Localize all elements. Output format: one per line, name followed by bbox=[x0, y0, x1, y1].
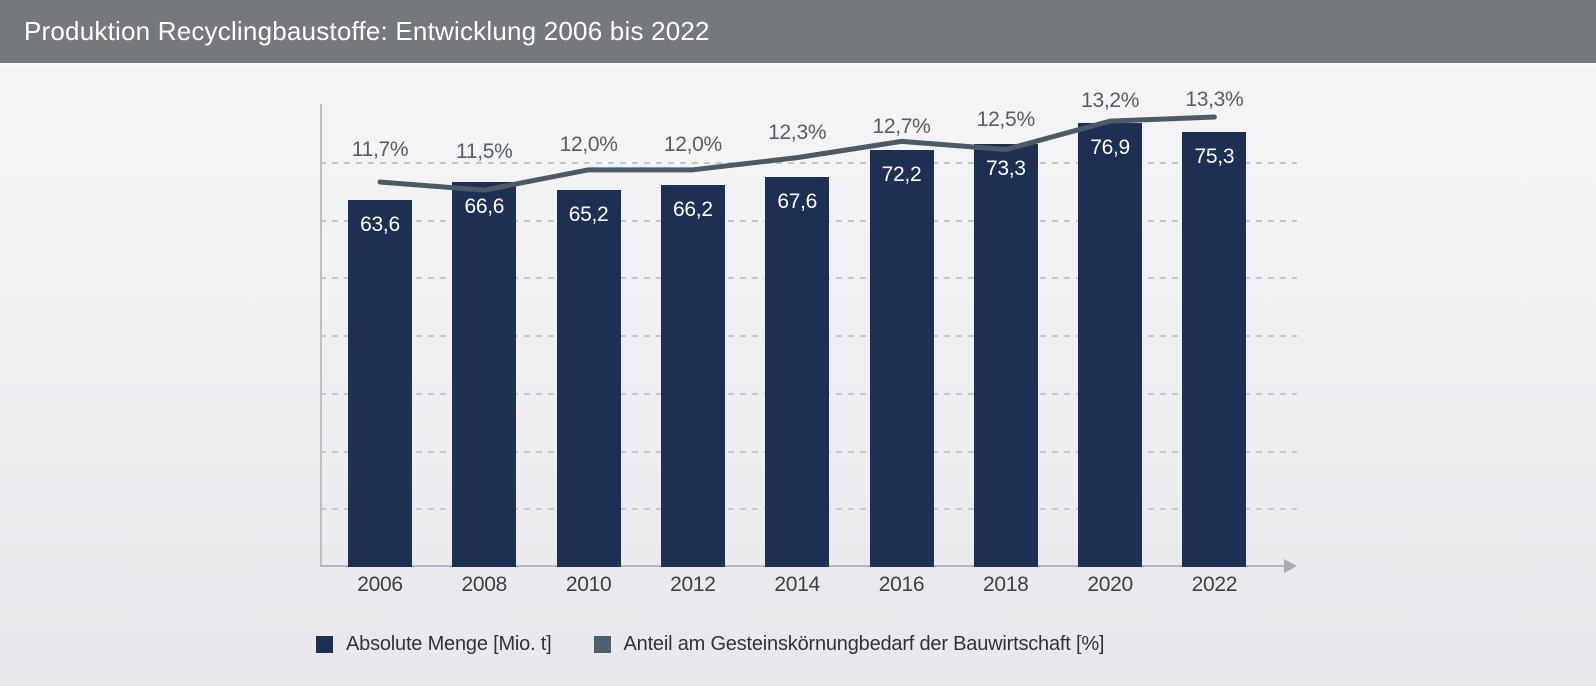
x-axis-tick-label: 2014 bbox=[774, 573, 820, 596]
legend: Absolute Menge [Mio. t] Anteil am Gestei… bbox=[316, 633, 1104, 656]
bar-value-label: 65,2 bbox=[568, 203, 609, 227]
line-point-label: 13,3% bbox=[1185, 88, 1244, 112]
bar: 63,6 bbox=[348, 199, 412, 567]
legend-item-label: Anteil am Gesteinskörnungbedarf der Bauw… bbox=[623, 633, 1105, 655]
bar-value-label: 76,9 bbox=[1090, 135, 1130, 159]
bar-value-label: 72,2 bbox=[881, 163, 922, 187]
line-series-swatch-icon bbox=[593, 636, 611, 653]
bar: 66,2 bbox=[660, 184, 725, 567]
x-axis-tick-label: 2012 bbox=[670, 573, 716, 596]
legend-item-absolute-menge: Absolute Menge [Mio. t] bbox=[316, 633, 552, 656]
bar-value-label: 67,6 bbox=[777, 189, 818, 213]
bar: 73,3 bbox=[973, 143, 1038, 567]
bar-value-label: 63,6 bbox=[360, 212, 400, 236]
bar-series-swatch-icon bbox=[316, 636, 333, 653]
legend-item-anteil: Anteil am Gesteinskörnungbedarf der Bauw… bbox=[593, 633, 1105, 656]
x-axis-tick-label: 2016 bbox=[878, 573, 925, 596]
x-axis-arrow-icon bbox=[1284, 559, 1297, 573]
legend-item-label: Absolute Menge [Mio. t] bbox=[346, 633, 552, 655]
y-axis-line bbox=[320, 104, 322, 567]
bar-value-label: 73,3 bbox=[985, 156, 1026, 180]
bar: 72,2 bbox=[869, 150, 934, 567]
bar: 75,3 bbox=[1182, 132, 1247, 567]
line-point-label: 12,7% bbox=[872, 115, 931, 139]
x-axis-tick-label: 2006 bbox=[357, 573, 403, 596]
bar-value-label: 66,2 bbox=[673, 197, 713, 221]
chart-title: Produktion Recyclingbaustoffe: Entwicklu… bbox=[24, 16, 710, 46]
bar-value-label: 66,6 bbox=[464, 195, 505, 219]
line-point-label: 12,0% bbox=[559, 132, 618, 156]
line-point-label: 11,5% bbox=[456, 140, 513, 164]
bar: 65,2 bbox=[556, 190, 621, 567]
line-point-label: 12,0% bbox=[663, 132, 722, 156]
line-point-label: 11,7% bbox=[351, 138, 409, 161]
bar: 76,9 bbox=[1078, 122, 1143, 567]
x-axis-tick-label: 2010 bbox=[565, 573, 612, 596]
x-axis-tick-label: 2018 bbox=[983, 573, 1029, 596]
bar: 66,6 bbox=[452, 182, 517, 567]
x-axis-tick-label: 2020 bbox=[1087, 573, 1133, 596]
line-point-label: 13,2% bbox=[1081, 89, 1140, 113]
line-point-label: 12,3% bbox=[768, 120, 827, 144]
bar: 67,6 bbox=[765, 176, 830, 567]
x-axis-tick-label: 2008 bbox=[461, 573, 508, 596]
bar-value-label: 75,3 bbox=[1194, 145, 1235, 169]
chart-canvas: 63,6 2006 66,6 2008 65,2 2010 66,2 2012 67,6 2014… bbox=[0, 67, 1596, 686]
line-point-label: 12,5% bbox=[976, 107, 1035, 131]
x-axis-tick-label: 2022 bbox=[1191, 573, 1238, 596]
header-bar: Produktion Recyclingbaustoffe: Entwicklu… bbox=[0, 0, 1596, 65]
